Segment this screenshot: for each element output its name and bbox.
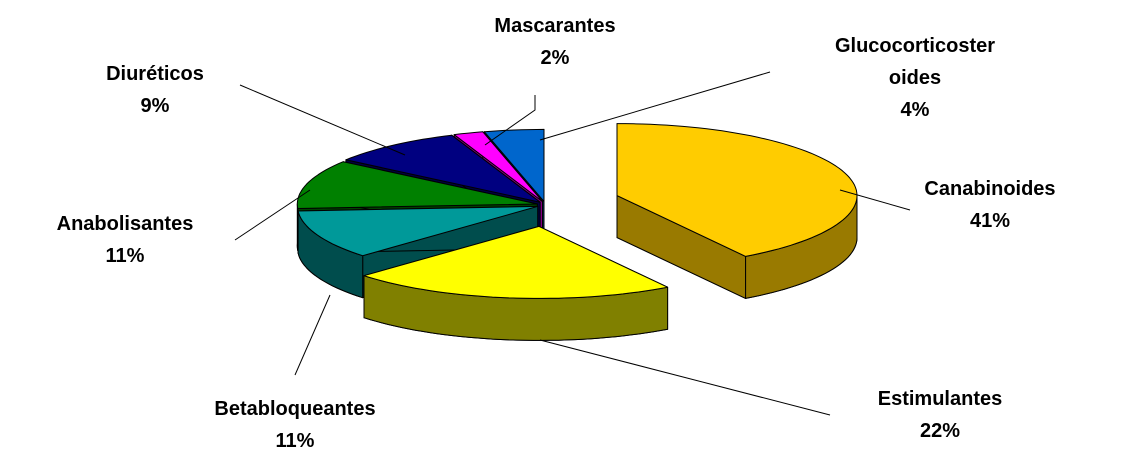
leader-line bbox=[239, 84, 406, 156]
category-label: Anabolisantes bbox=[56, 213, 194, 235]
slice-top bbox=[363, 225, 669, 299]
leader-line bbox=[234, 189, 311, 241]
slice-top bbox=[483, 128, 545, 202]
value-label: 22% bbox=[919, 420, 961, 442]
slice-top bbox=[296, 161, 538, 209]
leader-line bbox=[539, 339, 831, 416]
category-label: Glucocorticoster oides bbox=[834, 35, 996, 89]
value-label: 11% bbox=[275, 430, 315, 452]
slice-label: Mascarantes 2% bbox=[460, 10, 650, 74]
category-label: Canabinoides bbox=[924, 178, 1056, 200]
pie-slice bbox=[363, 225, 669, 341]
slice-label: Glucocorticoster oides 4% bbox=[825, 30, 1005, 126]
category-label: Mascarantes bbox=[494, 15, 616, 37]
slice-top bbox=[297, 205, 539, 257]
category-label: Diuréticos bbox=[106, 63, 204, 85]
slice-label: Diuréticos 9% bbox=[60, 58, 250, 122]
value-label: 4% bbox=[900, 99, 930, 121]
category-label: Estimulantes bbox=[877, 388, 1003, 410]
slice-top bbox=[453, 131, 543, 203]
value-label: 11% bbox=[105, 245, 145, 267]
category-label: Betabloqueantes bbox=[214, 398, 376, 420]
leader-line bbox=[539, 71, 771, 141]
value-label: 9% bbox=[140, 95, 170, 117]
leader-line bbox=[839, 189, 911, 211]
value-label: 41% bbox=[969, 210, 1011, 232]
pie-slice bbox=[616, 123, 858, 299]
slice-top bbox=[345, 134, 541, 203]
slice-label: Estimulantes 22% bbox=[845, 383, 1035, 447]
slice-label: Betabloqueantes 11% bbox=[200, 393, 390, 457]
slice-label: Anabolisantes 11% bbox=[30, 208, 220, 272]
leader-line bbox=[294, 294, 331, 376]
slice-label: Canabinoides 41% bbox=[895, 173, 1085, 237]
value-label: 2% bbox=[540, 47, 570, 69]
leader-line bbox=[484, 95, 536, 146]
slice-top bbox=[616, 123, 858, 257]
